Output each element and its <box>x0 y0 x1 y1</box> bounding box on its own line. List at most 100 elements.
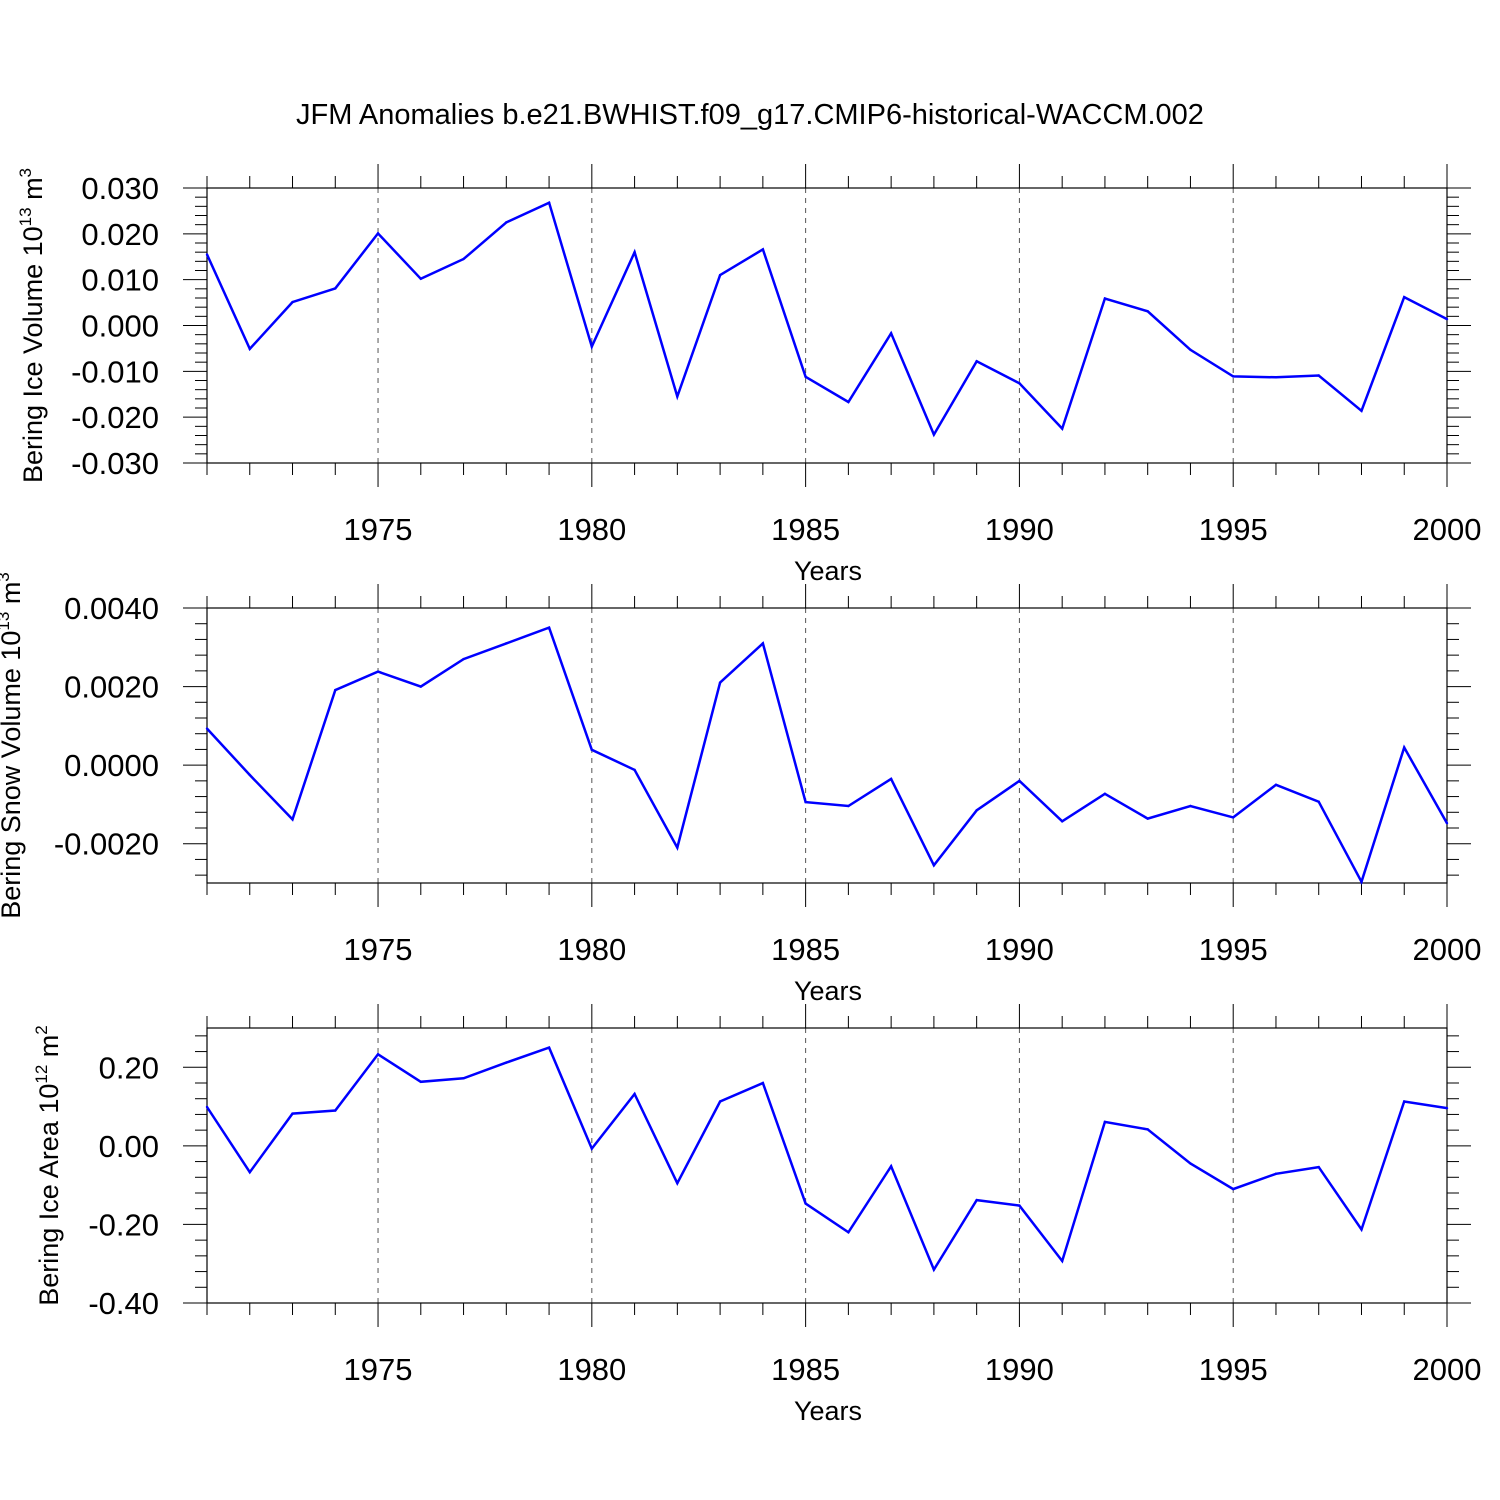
x-tick-label: 2000 <box>1413 1352 1482 1387</box>
data-point <box>1060 820 1064 823</box>
x-tick-label: 1990 <box>985 1352 1054 1387</box>
data-point <box>1403 295 1406 299</box>
data-point <box>1360 1228 1363 1231</box>
data-point <box>376 1053 380 1056</box>
data-point <box>718 1100 722 1103</box>
y-axis-label: Bering Ice Area 1012 m2 <box>32 1025 64 1306</box>
chart-panel-2: 1975 1980 1985 1990 1995 2000 0.0040 0.0020 0.00… <box>0 572 1481 1006</box>
data-point <box>1018 779 1021 783</box>
data-point <box>932 433 936 436</box>
data-point <box>718 681 722 684</box>
data-point <box>1403 1100 1406 1103</box>
data-point <box>419 277 422 280</box>
data-point <box>1445 822 1449 825</box>
data-point <box>462 257 465 261</box>
y-tick-label: 0.010 <box>81 263 159 298</box>
y-axis-label: Bering Snow Volume 1013 m3 <box>0 572 26 919</box>
data-point <box>718 273 722 277</box>
chart-panel-1: 1975 1980 1985 1990 1995 2000 0.030 0.020 0.010 0… <box>16 164 1481 586</box>
figure-title: JFM Anomalies b.e21.BWHIST.f09_g17.CMIP6… <box>296 99 1204 131</box>
x-tick-label: 1975 <box>344 1352 413 1387</box>
x-tick-label: 1985 <box>771 932 840 967</box>
data-point <box>1232 1187 1235 1191</box>
y-axis-label-exponent: 13 <box>16 207 35 226</box>
y-tick-label: -0.40 <box>88 1286 159 1321</box>
data-point <box>847 804 850 808</box>
x-tick-label: 1975 <box>344 932 413 967</box>
series-line <box>206 625 1449 886</box>
y-axis-label-main: Bering Snow Volume 10 <box>0 631 26 919</box>
y-axis-label-main: Bering Ice Area 10 <box>34 1084 64 1306</box>
data-point <box>205 1105 209 1109</box>
data-point <box>804 1202 807 1205</box>
data-point <box>889 777 893 781</box>
data-point <box>590 1147 594 1150</box>
y-axis-label-unit: m <box>0 582 26 612</box>
data-point <box>1103 792 1107 796</box>
data-point <box>1018 382 1021 385</box>
x-tick-label: 1980 <box>557 932 626 967</box>
data-point <box>1360 409 1363 412</box>
data-point <box>590 345 594 348</box>
plot-frame <box>206 1027 1448 1304</box>
data-point <box>547 1046 551 1049</box>
y-axis-label-unit: m <box>18 177 48 207</box>
data-point <box>1274 376 1278 379</box>
data-point <box>1146 817 1149 820</box>
y-tick-label: 0.0000 <box>64 748 159 783</box>
y-tick-label: -0.20 <box>88 1207 159 1242</box>
x-tick-label: 1980 <box>557 1352 626 1387</box>
x-tick-label: 1995 <box>1199 932 1268 967</box>
data-point <box>1189 804 1192 808</box>
y-axis-label-exponent: 12 <box>32 1065 51 1084</box>
data-point <box>1232 816 1235 819</box>
data-point <box>633 768 636 772</box>
data-point <box>291 1112 294 1115</box>
data-point <box>761 248 765 251</box>
data-point <box>462 657 465 661</box>
data-point <box>676 846 679 849</box>
plot-frame <box>206 607 1448 884</box>
data-point <box>676 395 679 398</box>
data-point <box>1146 310 1149 313</box>
data-point <box>889 332 893 335</box>
data-point <box>1445 1106 1449 1110</box>
data-point <box>334 287 337 290</box>
data-point <box>1189 348 1192 351</box>
data-point <box>547 201 551 204</box>
data-point <box>419 1080 422 1084</box>
data-point <box>1445 317 1449 321</box>
data-point <box>804 375 807 379</box>
y-tick-label: 0.20 <box>99 1050 159 1085</box>
data-point <box>676 1181 679 1185</box>
chart-panel-3: 1975 1980 1985 1990 1995 2000 0.20 0.00 -0.20 -0.… <box>32 1004 1481 1426</box>
x-tick-label: 1980 <box>557 512 626 547</box>
data-point <box>1317 1165 1320 1169</box>
data-point <box>1103 297 1107 300</box>
y-axis-label: Bering Ice Volume 1013 m3 <box>16 168 48 483</box>
data-point <box>1317 374 1320 377</box>
x-tick-label: 1995 <box>1199 1352 1268 1387</box>
x-tick-label: 1995 <box>1199 512 1268 547</box>
data-point <box>419 685 422 688</box>
data-point <box>1018 1204 1021 1207</box>
y-tick-label: -0.010 <box>71 354 159 389</box>
data-point <box>376 670 380 673</box>
data-point <box>505 642 508 645</box>
data-point <box>804 800 807 804</box>
data-point <box>505 221 508 224</box>
data-point <box>205 727 209 730</box>
data-point <box>291 300 294 304</box>
data-point <box>1317 800 1320 803</box>
data-point <box>761 642 765 645</box>
y-axis-label-main: Bering Ice Volume 10 <box>18 226 48 483</box>
y-tick-label: -0.020 <box>71 400 159 435</box>
x-tick-label: 1985 <box>771 512 840 547</box>
x-axis-label: Years <box>794 1396 862 1426</box>
y-axis-label-unit-exponent: 3 <box>16 168 35 177</box>
x-axis-label: Years <box>794 556 862 586</box>
data-point <box>291 818 294 821</box>
x-tick-label: 1985 <box>771 1352 840 1387</box>
y-axis-label-exponent: 13 <box>0 612 13 631</box>
